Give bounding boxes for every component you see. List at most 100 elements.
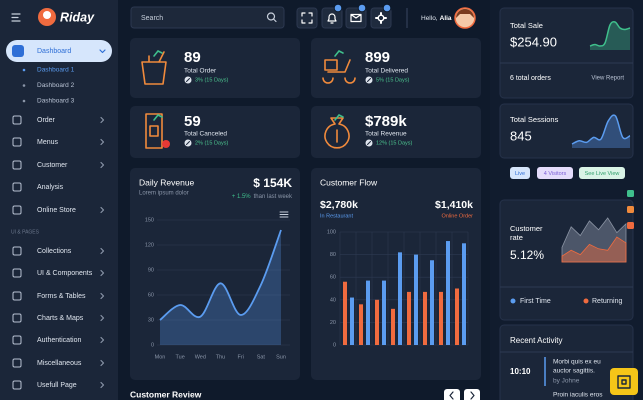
bar bbox=[359, 304, 363, 345]
stat-value: 59 bbox=[184, 113, 201, 130]
menu-icon bbox=[12, 182, 22, 192]
chevron bbox=[100, 314, 105, 322]
user-name: Alia bbox=[440, 15, 452, 22]
stat-change: 2% (15 Days) bbox=[195, 140, 228, 146]
settings-button[interactable] bbox=[610, 368, 638, 395]
button-glyph bbox=[375, 12, 387, 24]
chip[interactable] bbox=[579, 167, 625, 179]
submenu-label[interactable]: Dashboard 2 bbox=[37, 82, 75, 89]
x-tick-label: Wed bbox=[195, 354, 206, 360]
submenu-label[interactable]: Dashboard 3 bbox=[37, 98, 75, 105]
menu-label[interactable]: Miscellaneous bbox=[37, 360, 82, 367]
menu-label[interactable]: Order bbox=[37, 117, 56, 124]
search-box[interactable] bbox=[130, 6, 285, 29]
link[interactable]: View Report bbox=[591, 76, 624, 82]
nav-button[interactable] bbox=[464, 389, 480, 400]
icon-button[interactable] bbox=[296, 7, 318, 29]
bar bbox=[375, 299, 379, 345]
chevron bbox=[100, 359, 105, 367]
side-widget[interactable] bbox=[627, 190, 634, 197]
icon-button[interactable] bbox=[321, 7, 343, 29]
chip[interactable] bbox=[537, 167, 573, 179]
greeting-text: Hello, bbox=[421, 15, 438, 22]
bar bbox=[398, 252, 402, 345]
line bbox=[159, 229, 282, 321]
menu-label[interactable]: Usefull Page bbox=[37, 382, 77, 389]
chevron bbox=[99, 49, 106, 54]
stat-icon-accent bbox=[334, 114, 344, 121]
notification-badge bbox=[333, 3, 343, 13]
icon-button[interactable] bbox=[370, 7, 392, 29]
menu-item-active[interactable] bbox=[6, 40, 112, 62]
card-text: 6 total orders bbox=[510, 75, 551, 82]
menu-icon bbox=[12, 205, 22, 215]
x-tick-label: Mon bbox=[155, 354, 166, 360]
notification-badge bbox=[357, 3, 367, 13]
menu-label[interactable]: Online Store bbox=[37, 207, 76, 214]
menu-label[interactable]: Analysis bbox=[37, 184, 64, 191]
button-glyph bbox=[350, 13, 362, 23]
submenu-bullet bbox=[22, 68, 26, 72]
stat-icon bbox=[322, 59, 356, 84]
stat-change: 12% (15 Days) bbox=[376, 140, 413, 146]
chip-label: 4 Visitors bbox=[544, 171, 567, 177]
menu-icon bbox=[12, 313, 22, 323]
bar bbox=[455, 288, 459, 345]
card bbox=[499, 199, 634, 321]
menu-label[interactable]: UI & Components bbox=[37, 270, 93, 277]
logo: Riday bbox=[60, 10, 95, 24]
card-title: Total Sessions bbox=[510, 115, 559, 124]
chart-total: $ 154K bbox=[253, 176, 292, 190]
stat-icon-accent bbox=[153, 114, 163, 121]
bar bbox=[366, 280, 370, 345]
button-glyph bbox=[327, 13, 337, 24]
chevron bbox=[100, 292, 105, 300]
search-icon bbox=[266, 12, 276, 21]
sparkline bbox=[589, 21, 631, 47]
side-widget[interactable] bbox=[627, 222, 634, 229]
chart-menu bbox=[279, 211, 289, 218]
y-tick-label: 40 bbox=[330, 297, 336, 303]
menu-label[interactable]: Customer bbox=[37, 162, 68, 169]
menu-icon bbox=[12, 335, 22, 345]
search-placeholder: Search bbox=[141, 15, 163, 22]
chip-label: See Live View bbox=[585, 171, 620, 177]
submenu-bullet bbox=[22, 99, 26, 103]
greeting: Hello, Alia bbox=[421, 15, 452, 22]
submenu-label[interactable]: Dashboard 1 bbox=[37, 67, 75, 74]
menu-label[interactable]: Collections bbox=[37, 248, 72, 255]
y-tick-label: 120 bbox=[145, 242, 154, 248]
icon bbox=[367, 141, 371, 145]
menu-icon bbox=[12, 45, 24, 57]
menu-label[interactable]: Forms & Tables bbox=[37, 293, 86, 300]
logo-icon-inner bbox=[43, 11, 51, 19]
menu-label[interactable]: Menus bbox=[37, 139, 59, 146]
section-label: UI & PAGES bbox=[11, 229, 40, 235]
chevron bbox=[100, 247, 105, 255]
icon bbox=[186, 141, 190, 145]
bar bbox=[446, 241, 450, 345]
stat-label: Total Order bbox=[184, 68, 217, 75]
menu-icon bbox=[12, 246, 22, 256]
activity-time: 10:10 bbox=[510, 367, 531, 376]
chart-subtitle: Lorem ipsum dolor bbox=[139, 191, 189, 197]
change-note: than last week bbox=[254, 194, 293, 200]
nav-button[interactable] bbox=[444, 389, 460, 400]
avatar-hair bbox=[456, 9, 474, 18]
nav-glyph bbox=[470, 391, 475, 400]
chevron bbox=[100, 381, 105, 389]
menu-label[interactable]: Authentication bbox=[37, 337, 81, 344]
stat-change: 3% (15 Days) bbox=[195, 77, 228, 83]
series-total: $2,780k bbox=[320, 199, 358, 211]
change-value: + 1.5% bbox=[232, 194, 252, 200]
bar bbox=[462, 243, 466, 345]
chart-card bbox=[130, 168, 300, 380]
chart-change: + 1.5% than last week bbox=[232, 194, 293, 200]
chip[interactable] bbox=[510, 167, 530, 179]
menu-toggle bbox=[11, 13, 21, 22]
stat-label: Total Revenue bbox=[365, 131, 407, 138]
sparkline bbox=[571, 114, 631, 145]
menu-label[interactable]: Charts & Maps bbox=[37, 315, 84, 322]
y-tick-label: 80 bbox=[330, 252, 336, 258]
side-widget[interactable] bbox=[627, 206, 634, 213]
